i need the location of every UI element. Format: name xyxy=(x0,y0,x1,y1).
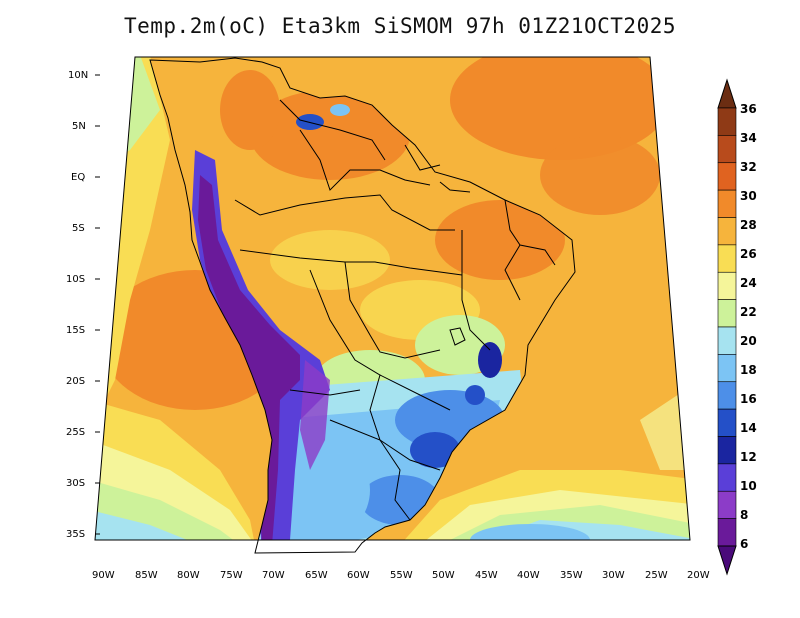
colorbar-label: 24 xyxy=(740,276,757,290)
colorbar-label: 26 xyxy=(740,247,757,261)
colorbar-top-arrow xyxy=(717,78,737,109)
map-frame xyxy=(94,56,691,541)
colorbar-cell xyxy=(717,326,737,355)
colorbar-cell xyxy=(717,518,737,547)
axis-ticks xyxy=(95,74,100,535)
lon-label: 45W xyxy=(475,570,498,581)
colorbar-cell xyxy=(717,381,737,410)
lat-label: 10S xyxy=(66,274,85,285)
lon-label: 80W xyxy=(177,570,200,581)
colorbar-cell xyxy=(717,436,737,465)
lon-label: 85W xyxy=(135,570,158,581)
lon-label: 35W xyxy=(560,570,583,581)
lat-label: 15S xyxy=(66,325,85,336)
lon-label: 50W xyxy=(432,570,455,581)
longitude-labels: 90W 85W 80W 75W 70W 65W 60W 55W 50W 45W … xyxy=(92,570,710,581)
colorbar-label: 10 xyxy=(740,479,757,493)
colorbar: 36 34 32 30 28 26 24 22 20 18 16 14 12 1… xyxy=(717,78,757,576)
colorbar-label: 6 xyxy=(740,537,748,551)
colorbar-label: 16 xyxy=(740,392,757,406)
colorbar-cell xyxy=(717,463,737,492)
colorbar-cell xyxy=(717,162,737,191)
lat-label: 30S xyxy=(66,478,85,489)
political-borders xyxy=(149,57,576,554)
colorbar-label: 12 xyxy=(740,450,757,464)
colorbar-label: 14 xyxy=(740,421,757,435)
lat-label: 5S xyxy=(72,223,85,234)
colorbar-cell xyxy=(717,189,737,218)
colorbar-label: 32 xyxy=(740,160,757,174)
colorbar-cell xyxy=(717,217,737,246)
colorbar-label: 18 xyxy=(740,363,757,377)
lon-label: 40W xyxy=(517,570,540,581)
colorbar-label: 36 xyxy=(740,102,757,116)
colorbar-cell xyxy=(717,107,737,136)
lon-label: 20W xyxy=(687,570,710,581)
colorbar-cell xyxy=(717,490,737,519)
lon-label: 30W xyxy=(602,570,625,581)
lat-label: 20S xyxy=(66,376,85,387)
lon-label: 25W xyxy=(645,570,668,581)
lon-label: 90W xyxy=(92,570,115,581)
colorbar-cell xyxy=(717,135,737,164)
colorbar-cell xyxy=(717,271,737,300)
colorbar-cell xyxy=(717,244,737,273)
colorbar-label: 22 xyxy=(740,305,757,319)
temperature-field xyxy=(95,57,690,540)
colorbar-label: 30 xyxy=(740,189,757,203)
lat-label: 25S xyxy=(66,427,85,438)
lat-label: 35S xyxy=(66,529,85,540)
latitude-labels: 10N 5N EQ 5S 10S 15S 20S 25S 30S 35S xyxy=(66,70,88,540)
colorbar-label: 28 xyxy=(740,218,757,232)
lon-label: 70W xyxy=(262,570,285,581)
colorbar-cell xyxy=(717,354,737,383)
lat-label: 10N xyxy=(68,70,88,81)
colorbar-cell xyxy=(717,408,737,437)
lat-label: EQ xyxy=(71,172,85,183)
lon-label: 55W xyxy=(390,570,413,581)
colorbar-label: 8 xyxy=(740,508,748,522)
lat-label: 5N xyxy=(72,121,86,132)
colorbar-bottom-arrow xyxy=(717,545,737,576)
lon-label: 65W xyxy=(305,570,328,581)
colorbar-label: 20 xyxy=(740,334,757,348)
lon-label: 75W xyxy=(220,570,243,581)
map-title: Temp.2m(oC) Eta3km SiSMOM 97h 01Z21OCT20… xyxy=(123,14,676,38)
colorbar-cell xyxy=(717,299,737,328)
colorbar-label: 34 xyxy=(740,131,757,145)
lon-label: 60W xyxy=(347,570,370,581)
